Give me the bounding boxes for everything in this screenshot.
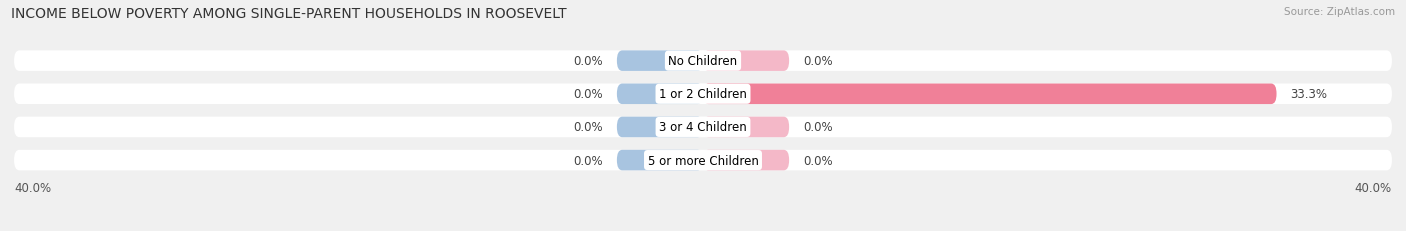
FancyBboxPatch shape: [14, 150, 1392, 171]
Text: 40.0%: 40.0%: [1355, 181, 1392, 194]
Text: 0.0%: 0.0%: [574, 121, 603, 134]
FancyBboxPatch shape: [703, 117, 789, 138]
Text: 40.0%: 40.0%: [14, 181, 51, 194]
FancyBboxPatch shape: [14, 84, 1392, 105]
FancyBboxPatch shape: [14, 117, 1392, 138]
FancyBboxPatch shape: [617, 51, 703, 72]
FancyBboxPatch shape: [617, 150, 703, 171]
FancyBboxPatch shape: [14, 51, 1392, 72]
Text: 0.0%: 0.0%: [803, 55, 832, 68]
Text: No Children: No Children: [668, 55, 738, 68]
Text: 33.3%: 33.3%: [1291, 88, 1327, 101]
Text: 3 or 4 Children: 3 or 4 Children: [659, 121, 747, 134]
Text: 0.0%: 0.0%: [803, 121, 832, 134]
Text: 0.0%: 0.0%: [574, 55, 603, 68]
Text: 0.0%: 0.0%: [574, 154, 603, 167]
FancyBboxPatch shape: [703, 84, 1277, 105]
FancyBboxPatch shape: [617, 117, 703, 138]
FancyBboxPatch shape: [703, 51, 789, 72]
Text: 1 or 2 Children: 1 or 2 Children: [659, 88, 747, 101]
Text: 0.0%: 0.0%: [803, 154, 832, 167]
FancyBboxPatch shape: [703, 150, 789, 171]
FancyBboxPatch shape: [617, 84, 703, 105]
Text: 0.0%: 0.0%: [574, 88, 603, 101]
Text: 5 or more Children: 5 or more Children: [648, 154, 758, 167]
Text: Source: ZipAtlas.com: Source: ZipAtlas.com: [1284, 7, 1395, 17]
Text: INCOME BELOW POVERTY AMONG SINGLE-PARENT HOUSEHOLDS IN ROOSEVELT: INCOME BELOW POVERTY AMONG SINGLE-PARENT…: [11, 7, 567, 21]
